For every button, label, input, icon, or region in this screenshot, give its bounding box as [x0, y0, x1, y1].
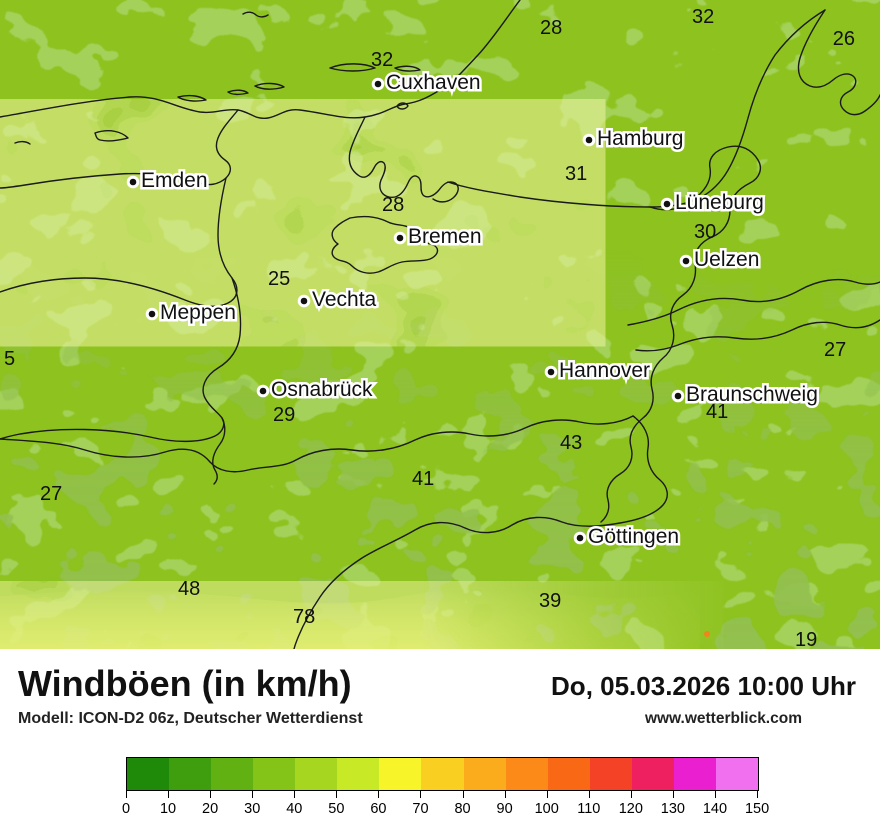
svg-text:28: 28: [540, 17, 562, 39]
svg-text:32: 32: [371, 49, 393, 71]
svg-text:19: 19: [795, 629, 817, 649]
svg-text:28: 28: [382, 194, 404, 216]
svg-text:27: 27: [824, 339, 846, 361]
svg-text:32: 32: [692, 6, 714, 28]
svg-text:41: 41: [706, 401, 728, 423]
svg-text:30: 30: [694, 221, 716, 243]
svg-text:25: 25: [268, 268, 290, 290]
svg-text:5: 5: [4, 348, 15, 370]
svg-text:43: 43: [560, 432, 582, 454]
svg-text:27: 27: [40, 483, 62, 505]
svg-text:39: 39: [539, 590, 561, 612]
svg-text:78: 78: [293, 606, 315, 628]
svg-text:48: 48: [178, 578, 200, 600]
svg-text:26: 26: [833, 28, 855, 50]
svg-text:31: 31: [565, 163, 587, 185]
svg-text:41: 41: [412, 468, 434, 490]
svg-text:29: 29: [273, 404, 295, 426]
